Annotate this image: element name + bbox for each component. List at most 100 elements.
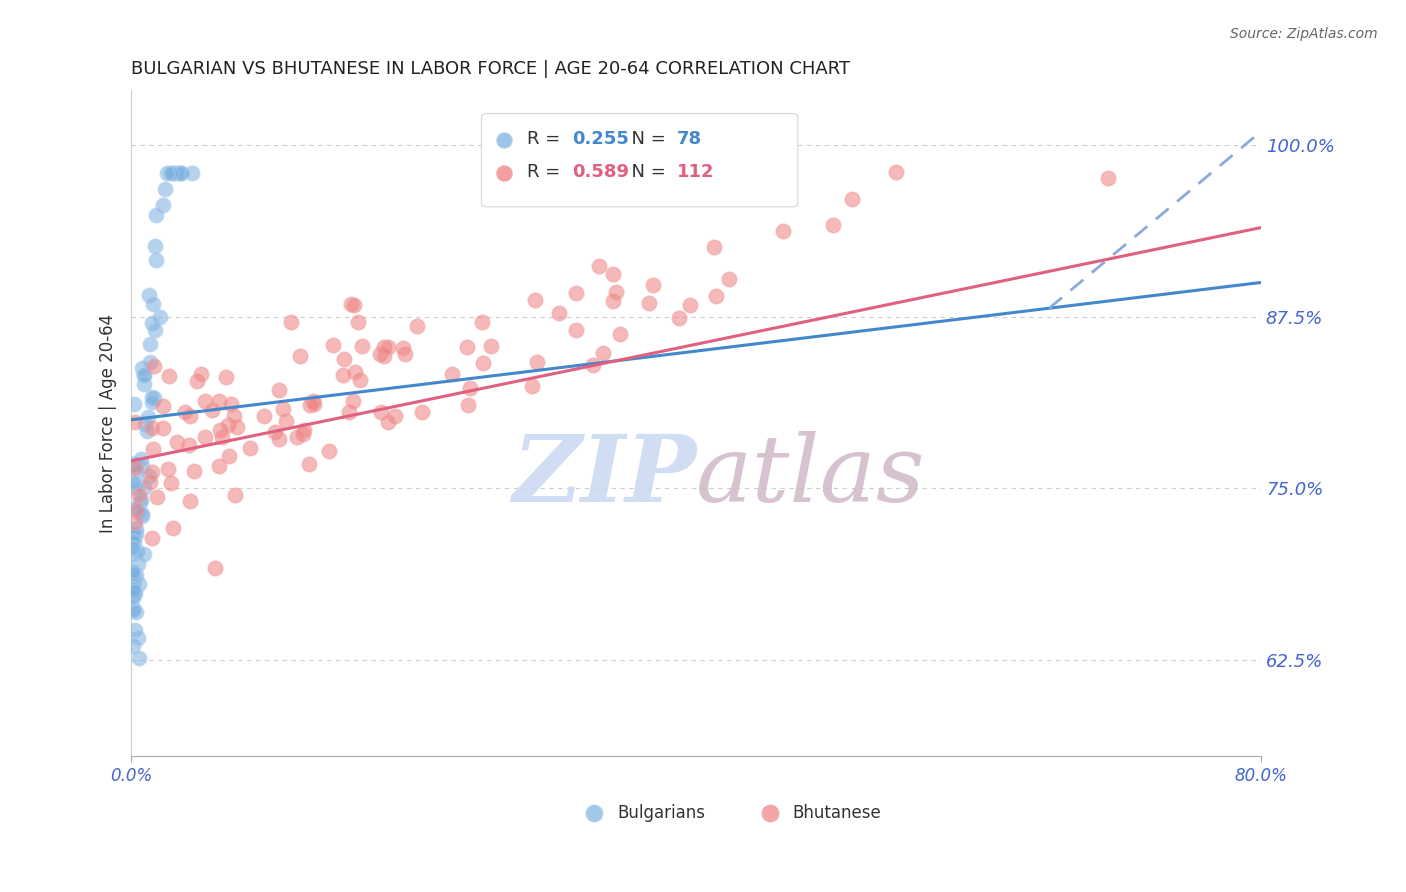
Point <box>342 394 364 409</box>
Point <box>135 424 157 438</box>
Point <box>349 373 371 387</box>
Point <box>411 404 433 418</box>
Text: BULGARIAN VS BHUTANESE IN LABOR FORCE | AGE 20-64 CORRELATION CHART: BULGARIAN VS BHUTANESE IN LABOR FORCE | … <box>131 60 851 78</box>
Point <box>280 315 302 329</box>
Point <box>214 370 236 384</box>
Point <box>125 526 148 541</box>
Point <box>582 358 605 372</box>
Text: Bulgarians: Bulgarians <box>617 804 704 822</box>
Point <box>609 327 631 342</box>
Point <box>271 402 294 417</box>
Point <box>343 365 366 379</box>
Point <box>149 310 172 324</box>
Point <box>139 475 162 489</box>
Point <box>460 381 482 395</box>
Point <box>145 490 167 504</box>
Point <box>121 639 143 653</box>
Point <box>127 631 149 645</box>
Point <box>269 432 291 446</box>
Point <box>823 218 845 232</box>
Point <box>122 534 145 549</box>
Point <box>292 423 315 437</box>
Point <box>143 323 166 337</box>
Text: 0.255: 0.255 <box>572 130 628 148</box>
Point <box>302 397 325 411</box>
Point <box>131 508 153 523</box>
Point <box>181 166 204 180</box>
Point <box>1097 170 1119 185</box>
Point <box>122 580 145 594</box>
Point <box>347 315 370 329</box>
Point <box>179 409 201 424</box>
Point <box>373 340 395 354</box>
Point <box>211 430 233 444</box>
Point <box>162 166 184 180</box>
Point <box>377 415 399 429</box>
Point <box>141 466 163 480</box>
Point <box>337 405 360 419</box>
Point <box>142 359 165 374</box>
Point <box>141 316 163 330</box>
Point <box>121 590 143 604</box>
Point <box>152 399 174 413</box>
Point <box>134 368 156 382</box>
Point <box>194 430 217 444</box>
Point <box>145 252 167 267</box>
Point <box>588 259 610 273</box>
Point <box>124 461 146 475</box>
Point <box>204 561 226 575</box>
Text: R =: R = <box>527 130 565 148</box>
Point <box>638 296 661 310</box>
Point <box>143 391 166 405</box>
Point <box>121 570 143 584</box>
Point <box>129 452 152 467</box>
Point <box>122 475 145 489</box>
Point <box>125 522 148 536</box>
Point <box>128 488 150 502</box>
Point <box>127 504 149 518</box>
Point <box>368 347 391 361</box>
Point <box>717 272 740 286</box>
Point <box>523 293 546 308</box>
Point <box>142 296 165 310</box>
Point <box>139 336 162 351</box>
Point <box>218 449 240 463</box>
Point <box>138 468 160 483</box>
Point <box>370 404 392 418</box>
Point <box>253 409 276 423</box>
Point <box>138 288 160 302</box>
Point <box>157 369 180 384</box>
Point <box>124 623 146 637</box>
Point <box>343 298 366 312</box>
Point <box>440 367 463 381</box>
Point <box>121 534 143 549</box>
Point <box>131 360 153 375</box>
Point <box>564 285 586 300</box>
Point <box>127 558 149 572</box>
Point <box>160 166 183 180</box>
Point <box>131 507 153 521</box>
Text: N =: N = <box>620 130 672 148</box>
Point <box>285 430 308 444</box>
Point <box>704 289 727 303</box>
Point <box>322 337 344 351</box>
Point <box>166 434 188 449</box>
Point <box>288 349 311 363</box>
Point <box>605 285 627 299</box>
Point <box>302 393 325 408</box>
Point <box>153 182 176 196</box>
Point <box>267 383 290 397</box>
Point <box>121 574 143 589</box>
Point <box>125 476 148 491</box>
Point <box>340 297 363 311</box>
Point <box>167 166 190 180</box>
Point <box>121 564 143 578</box>
Point <box>121 601 143 615</box>
Point <box>520 379 543 393</box>
Point <box>350 339 373 353</box>
Point <box>159 475 181 490</box>
Point <box>264 425 287 439</box>
Point <box>274 413 297 427</box>
Point <box>298 457 321 471</box>
Point <box>128 495 150 509</box>
